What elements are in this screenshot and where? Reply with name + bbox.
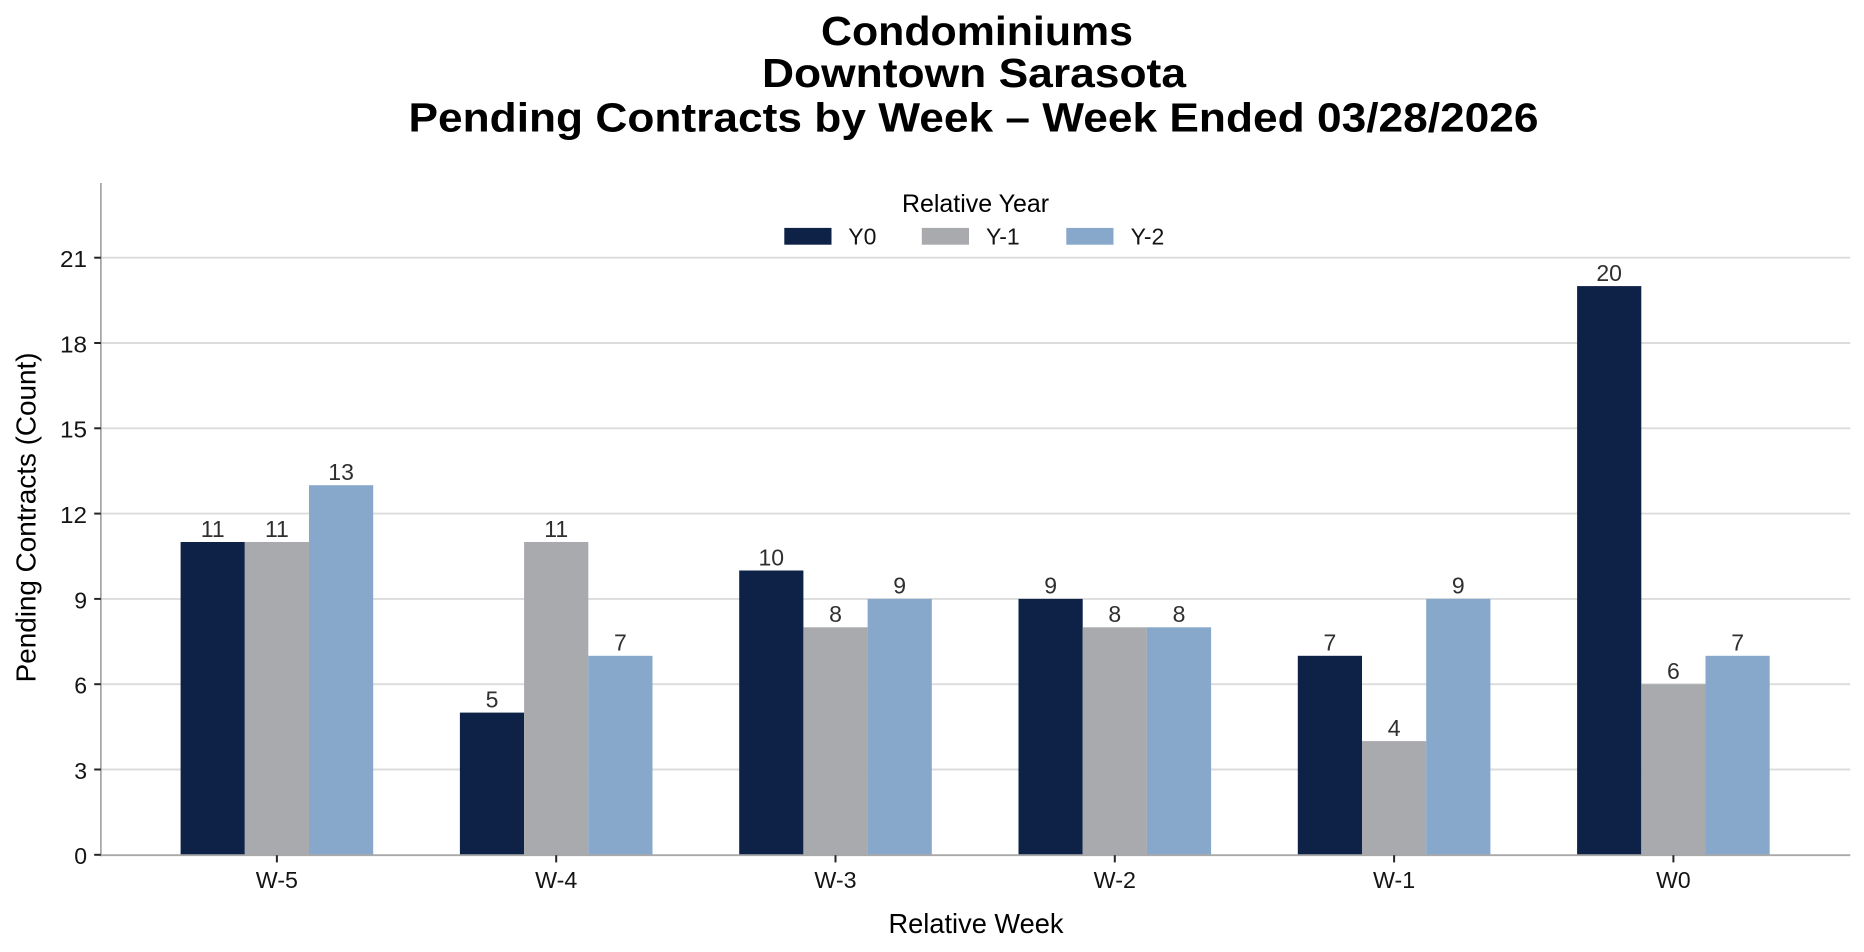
svg-text:5: 5 bbox=[486, 686, 499, 712]
svg-text:Relative Year: Relative Year bbox=[902, 190, 1049, 218]
svg-text:Y-1: Y-1 bbox=[986, 224, 1020, 250]
svg-text:Downtown Sarasota: Downtown Sarasota bbox=[762, 50, 1187, 96]
svg-text:8: 8 bbox=[829, 601, 842, 627]
svg-text:8: 8 bbox=[1173, 601, 1186, 627]
svg-text:6: 6 bbox=[1667, 658, 1680, 684]
svg-text:Y-2: Y-2 bbox=[1131, 224, 1165, 250]
svg-text:7: 7 bbox=[614, 630, 627, 656]
svg-text:Relative Week: Relative Week bbox=[889, 908, 1065, 939]
svg-text:8: 8 bbox=[1108, 601, 1121, 627]
svg-text:10: 10 bbox=[759, 544, 785, 570]
svg-text:W0: W0 bbox=[1656, 867, 1691, 893]
svg-text:9: 9 bbox=[74, 587, 87, 613]
svg-text:15: 15 bbox=[60, 417, 87, 443]
svg-text:Pending Contracts by Week – We: Pending Contracts by Week – Week Ended 0… bbox=[409, 94, 1539, 140]
svg-text:21: 21 bbox=[60, 246, 87, 272]
svg-text:3: 3 bbox=[74, 758, 87, 784]
svg-text:7: 7 bbox=[1731, 630, 1744, 656]
svg-text:9: 9 bbox=[1044, 573, 1057, 599]
svg-text:12: 12 bbox=[60, 502, 87, 528]
svg-text:6: 6 bbox=[74, 673, 87, 699]
svg-text:11: 11 bbox=[201, 516, 225, 542]
svg-text:Condominiums: Condominiums bbox=[821, 8, 1133, 54]
svg-text:W-4: W-4 bbox=[535, 867, 577, 893]
svg-text:18: 18 bbox=[60, 331, 87, 357]
svg-text:Y0: Y0 bbox=[848, 224, 876, 250]
svg-text:9: 9 bbox=[893, 573, 906, 599]
svg-text:W-1: W-1 bbox=[1373, 867, 1415, 893]
svg-text:11: 11 bbox=[265, 516, 289, 542]
svg-text:0: 0 bbox=[74, 843, 87, 869]
svg-text:20: 20 bbox=[1596, 260, 1622, 286]
svg-text:W-5: W-5 bbox=[256, 867, 298, 893]
svg-text:7: 7 bbox=[1324, 630, 1337, 656]
svg-text:9: 9 bbox=[1452, 573, 1465, 599]
svg-text:W-3: W-3 bbox=[814, 867, 856, 893]
svg-text:11: 11 bbox=[544, 516, 568, 542]
svg-text:4: 4 bbox=[1388, 715, 1401, 741]
svg-text:W-2: W-2 bbox=[1094, 867, 1136, 893]
svg-text:Pending Contracts (Count): Pending Contracts (Count) bbox=[11, 352, 42, 682]
svg-text:13: 13 bbox=[328, 459, 354, 485]
